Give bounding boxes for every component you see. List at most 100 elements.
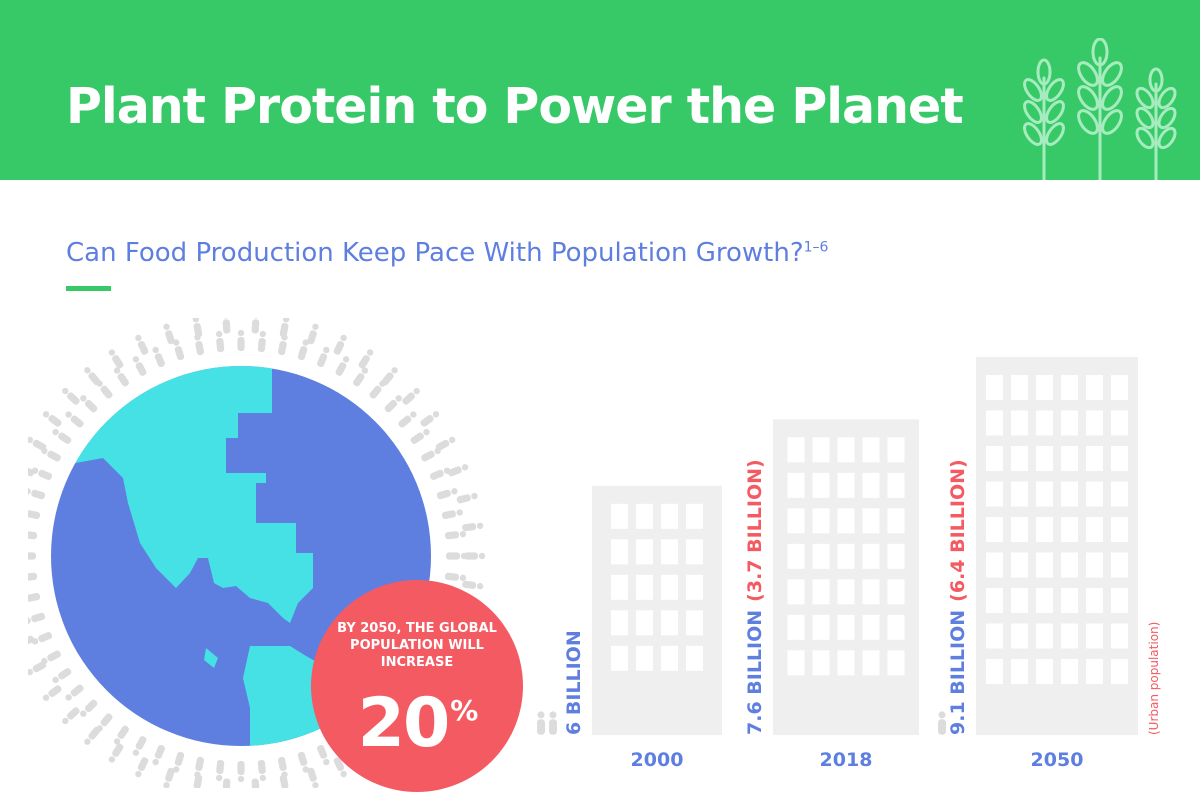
person-icon [456, 492, 478, 504]
urban-population-label: (6.4 BILLION) [947, 459, 969, 602]
window [1086, 552, 1103, 578]
year-label: 2050 [1031, 749, 1084, 771]
person-icon [132, 356, 147, 376]
window [1036, 446, 1053, 471]
window [862, 579, 880, 605]
person-icon [444, 530, 467, 540]
person-icon [62, 707, 80, 725]
south-america-shape [243, 646, 328, 746]
window [986, 410, 1003, 436]
person-icon [333, 757, 347, 778]
window [1111, 410, 1128, 436]
building-bar [592, 485, 722, 735]
person-icon [215, 330, 225, 353]
building-shape [773, 419, 919, 735]
person-icon [108, 349, 124, 369]
window [636, 539, 653, 565]
person-icon [381, 367, 398, 386]
window [1011, 481, 1028, 507]
person-icon [420, 411, 440, 427]
window [611, 645, 628, 671]
window [837, 614, 855, 640]
window [787, 437, 805, 463]
person-icon [152, 744, 165, 766]
window [887, 437, 905, 463]
window [1111, 588, 1128, 613]
window [986, 552, 1003, 578]
window [862, 472, 880, 498]
person-icon [65, 411, 84, 428]
window [1011, 659, 1028, 684]
window [986, 623, 1003, 649]
person-icon [335, 356, 350, 376]
window [1036, 517, 1053, 542]
window [1011, 517, 1028, 542]
window [1036, 623, 1053, 649]
window [1061, 375, 1078, 400]
person-icon [447, 464, 469, 477]
window [1111, 517, 1128, 542]
window [812, 650, 830, 676]
person-icon [28, 510, 41, 520]
population-label: 6 BILLION [563, 630, 585, 735]
window [1086, 446, 1103, 471]
callout-text: BY 2050, THE GLOBAL POPULATION WILL INCR… [337, 621, 497, 670]
window [986, 659, 1003, 684]
building-bar [976, 357, 1138, 735]
window [1061, 623, 1078, 649]
person-icon [193, 774, 203, 788]
window [837, 508, 855, 534]
window [611, 574, 628, 600]
person-icon [28, 436, 47, 451]
window [686, 503, 703, 529]
section-heading-text: Can Food Production Keep Pace With Popul… [66, 238, 804, 268]
year-label: 2018 [820, 749, 873, 771]
person-icon [28, 531, 38, 540]
person-icon [80, 699, 98, 717]
population-buildings-chart: 2000 6 BILLION 2018 7.6 BILLION (3.7 BILLION… [537, 357, 1161, 771]
window [1061, 588, 1078, 613]
window [636, 503, 653, 529]
total-population-label: 7.6 BILLION [744, 610, 766, 735]
window [686, 610, 703, 636]
person-icon [441, 509, 463, 520]
page-title: Plant Protein to Power the Planet [66, 78, 964, 135]
person-icon [42, 411, 62, 427]
window [1011, 375, 1028, 400]
window [611, 539, 628, 565]
person-icon [135, 757, 149, 778]
person-icon [257, 330, 267, 353]
person-icon [307, 767, 319, 788]
window [837, 472, 855, 498]
window [661, 610, 678, 636]
window [661, 503, 678, 529]
total-population-label: 6 BILLION [563, 630, 585, 735]
north-america-shape [51, 366, 313, 623]
person-icon [333, 334, 347, 355]
window [1061, 481, 1078, 507]
year-label: 2000 [631, 749, 684, 771]
window [787, 543, 805, 569]
person-icon [398, 411, 417, 428]
window [1086, 659, 1103, 684]
person-icon [436, 488, 458, 500]
person-icon [251, 778, 260, 788]
person-icon [52, 428, 72, 444]
window [787, 614, 805, 640]
person-icon [251, 318, 260, 334]
window [611, 610, 628, 636]
person-icon [279, 318, 290, 338]
person-icon [358, 349, 374, 369]
window [611, 503, 628, 529]
window [1061, 517, 1078, 542]
window [1086, 623, 1103, 649]
window [986, 517, 1003, 542]
window [986, 375, 1003, 400]
person-icon [28, 592, 41, 602]
window [1111, 481, 1128, 507]
person-icon [28, 612, 46, 624]
person-icon [84, 726, 101, 745]
person-icon [52, 668, 72, 684]
total-population-label: 9.1 BILLION [947, 610, 969, 735]
person-icon [537, 711, 545, 735]
